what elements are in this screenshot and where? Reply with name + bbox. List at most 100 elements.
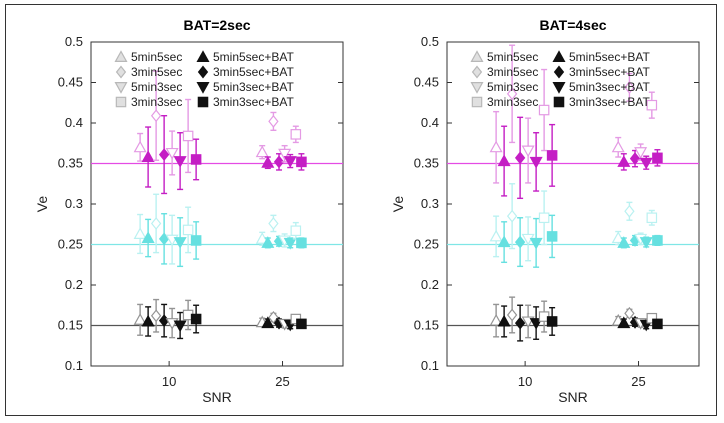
data-point bbox=[133, 227, 147, 239]
data-point bbox=[646, 99, 658, 111]
y-tick-label: 0.35 bbox=[58, 156, 83, 171]
y-tick-label: 0.5 bbox=[65, 34, 83, 49]
y-tick-label: 0.3 bbox=[421, 196, 439, 211]
data-point bbox=[296, 156, 307, 168]
legend-marker bbox=[115, 65, 127, 79]
x-axis-label: SNR bbox=[558, 389, 588, 405]
legend-marker bbox=[470, 81, 484, 94]
data-point bbox=[255, 145, 269, 158]
legend-marker bbox=[196, 81, 210, 94]
legend-label: 3min3sec bbox=[131, 95, 182, 109]
data-point bbox=[261, 155, 275, 168]
data-point bbox=[617, 155, 631, 167]
data-point bbox=[652, 152, 663, 164]
data-point bbox=[639, 157, 653, 170]
data-point bbox=[497, 314, 511, 327]
legend-marker bbox=[115, 96, 127, 108]
data-point bbox=[652, 318, 663, 330]
y-tick-label: 0.3 bbox=[65, 196, 83, 211]
data-point bbox=[150, 309, 162, 323]
chart-title: BAT=4sec bbox=[539, 17, 606, 33]
legend-label: 3min5sec+BAT bbox=[569, 65, 650, 79]
data-point bbox=[624, 80, 635, 94]
y-tick-label: 0.1 bbox=[65, 358, 83, 373]
data-point bbox=[546, 150, 558, 161]
data-point bbox=[546, 316, 558, 327]
data-point bbox=[506, 209, 518, 223]
data-point bbox=[634, 147, 648, 159]
data-point bbox=[173, 237, 187, 249]
legend-label: 5min3sec+BAT bbox=[213, 80, 294, 94]
data-point bbox=[529, 156, 543, 169]
data-point bbox=[261, 316, 275, 329]
data-point bbox=[261, 236, 275, 248]
data-point bbox=[150, 216, 162, 230]
chart-panel-1: BAT=2sec 0.1 0.15 0.2 0.25 0.3 0.35 0.4 0.45 0.5 1… bbox=[34, 17, 344, 405]
data-point bbox=[521, 145, 535, 158]
y-tick-label: 0.45 bbox=[414, 75, 439, 90]
data-point bbox=[611, 140, 625, 153]
legend-marker bbox=[471, 65, 483, 79]
data-point bbox=[629, 152, 641, 166]
legend-marker bbox=[114, 81, 128, 94]
data-point bbox=[190, 313, 202, 325]
legend-label: 3min3sec bbox=[487, 95, 538, 109]
y-tick-label: 0.2 bbox=[65, 277, 83, 292]
data-point bbox=[497, 154, 511, 167]
data-point bbox=[283, 237, 297, 250]
x-tick-label: 25 bbox=[631, 374, 645, 389]
legend-marker bbox=[471, 96, 483, 108]
data-point bbox=[646, 312, 658, 324]
data-point bbox=[538, 212, 550, 224]
data-point bbox=[639, 237, 653, 249]
y-axis-label: Ve bbox=[390, 196, 406, 213]
legend-marker bbox=[553, 65, 565, 79]
legend-label: 5min3sec bbox=[487, 80, 538, 94]
legend-label: 5min5sec+BAT bbox=[213, 50, 294, 64]
y-tick-label: 0.45 bbox=[58, 75, 83, 90]
data-point bbox=[624, 204, 635, 218]
legend-label: 3min3sec+BAT bbox=[569, 95, 650, 109]
data-point bbox=[538, 104, 550, 116]
data-point bbox=[133, 140, 147, 153]
legend-marker bbox=[552, 81, 566, 94]
y-tick-label: 0.15 bbox=[58, 318, 83, 333]
data-point bbox=[165, 147, 179, 160]
legend-label: 3min5sec bbox=[487, 65, 538, 79]
data-point bbox=[546, 231, 558, 242]
legend-marker bbox=[553, 96, 565, 108]
data-point bbox=[506, 308, 518, 322]
y-tick-label: 0.25 bbox=[58, 237, 83, 252]
data-point bbox=[646, 212, 658, 224]
data-point bbox=[514, 316, 526, 330]
data-point bbox=[617, 236, 631, 248]
data-point bbox=[506, 87, 518, 101]
y-tick-label: 0.15 bbox=[414, 318, 439, 333]
data-point bbox=[624, 306, 635, 320]
chart-title: BAT=2sec bbox=[183, 17, 250, 33]
data-point bbox=[268, 216, 279, 230]
data-point bbox=[190, 235, 202, 246]
data-point bbox=[290, 129, 302, 140]
y-tick-label: 0.4 bbox=[421, 115, 439, 130]
legend-marker bbox=[196, 50, 210, 63]
data-point bbox=[296, 237, 307, 249]
x-tick-label: 10 bbox=[162, 374, 176, 389]
legend-marker bbox=[470, 50, 484, 63]
legend-marker bbox=[552, 50, 566, 63]
data-point bbox=[141, 231, 155, 244]
x-tick-label: 10 bbox=[518, 374, 532, 389]
data-point bbox=[133, 313, 147, 325]
data-point bbox=[268, 114, 279, 128]
data-point bbox=[182, 130, 194, 142]
y-tick-label: 0.35 bbox=[414, 156, 439, 171]
data-point bbox=[283, 156, 297, 168]
legend-marker bbox=[114, 50, 128, 63]
data-point bbox=[173, 320, 187, 333]
data-point bbox=[190, 154, 202, 165]
data-point bbox=[296, 318, 307, 330]
data-point bbox=[514, 151, 526, 165]
data-point bbox=[268, 310, 279, 324]
y-tick-label: 0.5 bbox=[421, 34, 439, 49]
